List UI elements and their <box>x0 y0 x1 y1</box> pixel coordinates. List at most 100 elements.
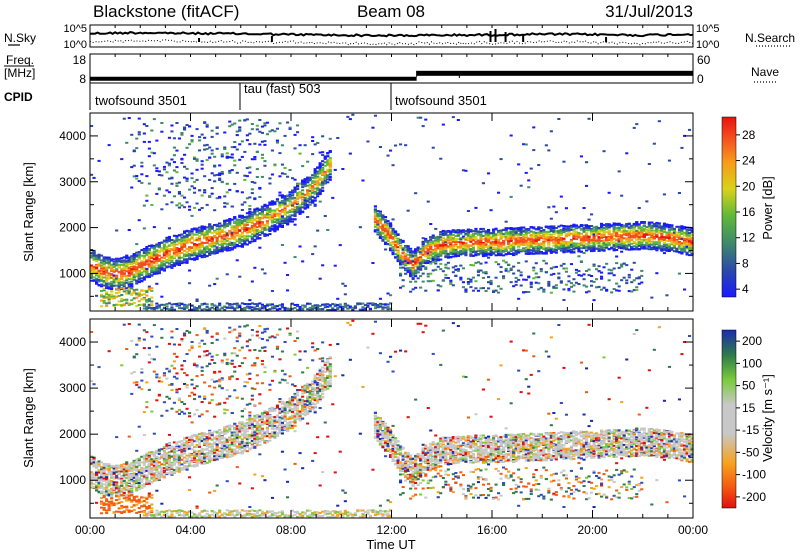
power-cell <box>414 261 418 264</box>
power-cell <box>280 204 284 207</box>
power-cell <box>215 249 219 252</box>
power-cell <box>180 194 184 197</box>
power-cell <box>479 247 483 250</box>
power-cell <box>311 308 315 311</box>
power-cell <box>378 215 382 218</box>
power-cell <box>436 242 440 245</box>
power-cell <box>142 249 146 252</box>
power-cell <box>95 279 99 282</box>
power-cell <box>228 303 232 305</box>
power-cell <box>539 270 543 273</box>
power-cell <box>205 159 209 161</box>
power-cell <box>494 254 498 257</box>
power-cell <box>110 285 114 287</box>
power-cell <box>424 237 428 240</box>
power-cell <box>147 155 151 158</box>
power-cell <box>210 251 214 253</box>
power-cell <box>288 220 292 223</box>
power-cell <box>130 280 134 283</box>
power-cell <box>303 181 307 184</box>
power-cell <box>172 262 176 265</box>
power-cell <box>240 155 244 158</box>
power-cell <box>280 305 284 308</box>
power-cell <box>183 153 187 156</box>
power-cell <box>316 170 320 173</box>
power-cell <box>200 249 204 252</box>
power-cell <box>391 241 395 243</box>
power-cell <box>492 291 496 293</box>
power-cell <box>268 230 272 232</box>
power-cell <box>258 216 262 219</box>
power-cell <box>225 152 229 155</box>
power-cell <box>142 262 146 265</box>
power-cell <box>346 307 350 310</box>
power-cell <box>230 218 234 221</box>
power-cell <box>296 211 300 214</box>
power-cell <box>492 228 496 231</box>
power-cell <box>117 265 121 268</box>
power-cell <box>293 223 297 226</box>
power-cell <box>250 215 254 217</box>
power-cell <box>444 232 448 234</box>
power-cell <box>419 286 423 289</box>
power-cell <box>127 290 131 293</box>
power-cell <box>280 196 284 199</box>
power-cell <box>429 248 433 251</box>
power-cell <box>296 196 300 198</box>
power-cell <box>394 237 398 240</box>
power-cell <box>102 284 106 287</box>
power-cell <box>145 194 149 197</box>
power-cell <box>466 281 470 283</box>
power-cell <box>265 222 269 225</box>
power-cell <box>487 239 491 242</box>
power-cell <box>218 222 222 225</box>
power-cell <box>107 276 111 278</box>
power-cell <box>484 242 488 245</box>
power-cell <box>288 169 292 171</box>
power-cell <box>183 243 187 246</box>
power-cell <box>180 303 184 306</box>
power-cell <box>147 255 151 258</box>
power-cell <box>240 220 244 223</box>
power-cell <box>157 242 161 244</box>
power-cell <box>436 255 440 258</box>
power-cell <box>102 299 106 302</box>
power-cell <box>135 175 139 177</box>
power-cell <box>386 292 390 295</box>
power-cell <box>245 134 249 137</box>
power-cell <box>502 259 506 262</box>
power-cell <box>323 176 327 179</box>
power-cell <box>391 236 395 239</box>
power-cell <box>135 280 139 283</box>
power-cell <box>494 248 498 251</box>
power-cell <box>459 243 463 246</box>
power-cell <box>268 226 272 229</box>
power-cell <box>90 271 94 274</box>
power-cell <box>479 262 483 265</box>
power-cell <box>386 220 390 223</box>
power-cell <box>122 260 126 263</box>
power-cell <box>424 259 428 262</box>
power-cell <box>172 256 176 259</box>
power-cell <box>210 306 214 309</box>
power-cell <box>125 302 129 305</box>
power-cell <box>366 305 370 308</box>
power-cell <box>381 239 385 241</box>
beam-label: Beam 08 <box>357 2 425 21</box>
power-cell <box>210 232 214 235</box>
power-cell <box>489 254 493 257</box>
power-cell <box>155 167 159 170</box>
power-cell <box>122 304 126 307</box>
power-cell <box>253 232 257 235</box>
power-cell <box>213 224 217 226</box>
power-cell <box>253 266 257 269</box>
power-cell <box>105 291 109 294</box>
power-cell <box>466 245 470 248</box>
power-cell <box>391 233 395 235</box>
power-cell <box>371 302 375 305</box>
power-cell <box>389 241 393 244</box>
power-cell <box>424 268 428 270</box>
power-cell <box>198 307 202 310</box>
power-cell <box>235 306 239 309</box>
power-cell <box>213 283 217 286</box>
